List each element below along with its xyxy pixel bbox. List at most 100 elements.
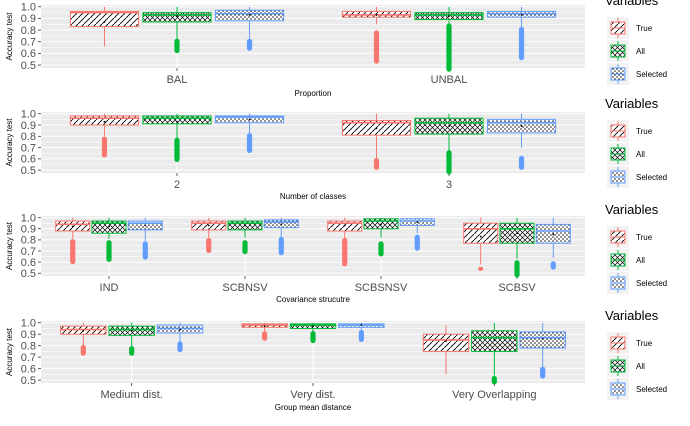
x-tick-label: 3	[446, 179, 452, 191]
outlier-points	[478, 266, 484, 271]
mean-point	[248, 118, 251, 121]
box-body	[142, 12, 212, 23]
mean-point	[248, 14, 251, 16]
y-axis-title: Accuracy test	[5, 12, 14, 61]
y-tick-label: 0.6	[21, 48, 36, 60]
legend-label-selected: Selected	[636, 173, 667, 182]
box-all-3	[363, 217, 399, 257]
box-all-1	[91, 217, 127, 262]
outlier-points	[206, 237, 212, 253]
legend-label-true: True	[636, 24, 653, 33]
box-true-3	[327, 217, 363, 267]
box-selected-4	[535, 217, 571, 270]
outlier-points	[242, 240, 248, 255]
legend-label-selected: Selected	[636, 70, 667, 79]
box-selected-3	[399, 217, 435, 251]
box-selected-2	[486, 6, 557, 61]
box-selected-1	[214, 113, 285, 153]
x-tick-label: Medium dist.	[100, 389, 162, 401]
box-true-2	[341, 113, 412, 170]
y-axis-title: Accuracy test	[5, 221, 14, 270]
y-tick-label: 0.5	[21, 268, 36, 280]
legend-2: Variables True All Selected	[605, 96, 667, 188]
y-axis-title: Accuracy test	[5, 118, 14, 167]
y-tick-label: 0.7	[21, 37, 36, 49]
box-selected-2	[486, 113, 557, 170]
box-true-2	[241, 322, 288, 341]
outlier-points	[246, 133, 253, 153]
legend-label-true: True	[636, 339, 653, 348]
box-body	[463, 222, 499, 244]
mean-point	[144, 224, 147, 227]
x-tick-label: Very Overlapping	[452, 389, 536, 401]
outlier-points	[414, 234, 420, 251]
outlier-points	[373, 158, 380, 170]
box-all-1	[142, 6, 212, 54]
box-all-1	[142, 113, 212, 163]
mean-point	[207, 224, 210, 227]
outlier-points	[262, 331, 268, 341]
y-tick-label: 0.5	[21, 60, 36, 72]
mean-point	[176, 15, 178, 17]
box-true-1	[55, 217, 91, 265]
mean-point	[416, 221, 419, 224]
outlier-points	[106, 240, 112, 262]
y-tick-label: 0.6	[21, 154, 36, 166]
mean-point	[516, 232, 518, 235]
mean-point	[520, 125, 523, 128]
outlier-points	[550, 261, 556, 270]
mean-point	[263, 325, 266, 328]
legend-3: Variables True All Selected	[605, 202, 667, 294]
y-tick-label: 0.9	[21, 120, 36, 132]
outlier-points	[446, 150, 452, 175]
y-tick-label: 0.7	[21, 352, 36, 364]
mean-point	[103, 21, 106, 23]
x-axis-title: Proportion	[295, 89, 332, 98]
box-body	[422, 333, 470, 352]
y-tick-label: 0.6	[21, 257, 36, 269]
box-body	[519, 331, 566, 349]
box-all-2	[414, 6, 484, 72]
outlier-points	[80, 344, 86, 356]
outlier-points	[491, 375, 497, 385]
outlier-points	[177, 341, 183, 353]
mean-point	[280, 223, 283, 226]
outlier-points	[174, 137, 180, 163]
y-tick-label: 0.9	[21, 329, 36, 341]
mean-point	[541, 337, 544, 340]
box-selected-2	[338, 322, 385, 342]
legend-title: Variables	[605, 308, 659, 323]
panel-3: 0.50.60.70.80.91.0 Accuracy test IND SCBNSV…	[5, 212, 585, 304]
mean-point	[108, 225, 110, 228]
y-tick-label: 1.0	[21, 318, 36, 330]
outlier-points	[446, 23, 452, 72]
y-tick-label: 0.5	[21, 165, 36, 177]
mean-point	[312, 325, 314, 328]
mean-point	[445, 340, 447, 342]
box-true-2	[191, 217, 227, 253]
mean-point	[520, 14, 523, 16]
legend-label-all: All	[636, 362, 645, 371]
y-tick-label: 0.8	[21, 131, 36, 143]
outlier-points	[514, 260, 520, 278]
box-true-3	[422, 325, 470, 375]
mean-point	[130, 329, 133, 332]
outlier-points	[70, 239, 76, 265]
outlier-points	[278, 236, 284, 256]
x-tick-label: 2	[174, 179, 180, 191]
legend-4: Variables True All Selected	[605, 308, 667, 400]
x-axis-title: Number of classes	[280, 192, 346, 201]
mean-point	[448, 125, 450, 128]
box-selected-1	[214, 6, 285, 51]
box-selected-1	[127, 217, 163, 260]
outlier-points	[310, 331, 316, 344]
box-selected-3	[519, 322, 566, 379]
box-all-2	[227, 217, 263, 255]
box-true-4	[463, 217, 499, 271]
mean-point	[380, 223, 382, 226]
outlier-points	[518, 26, 525, 61]
box-body	[471, 330, 518, 352]
x-tick-label: UNBAL	[431, 74, 468, 86]
y-tick-label: 1.0	[21, 108, 36, 120]
